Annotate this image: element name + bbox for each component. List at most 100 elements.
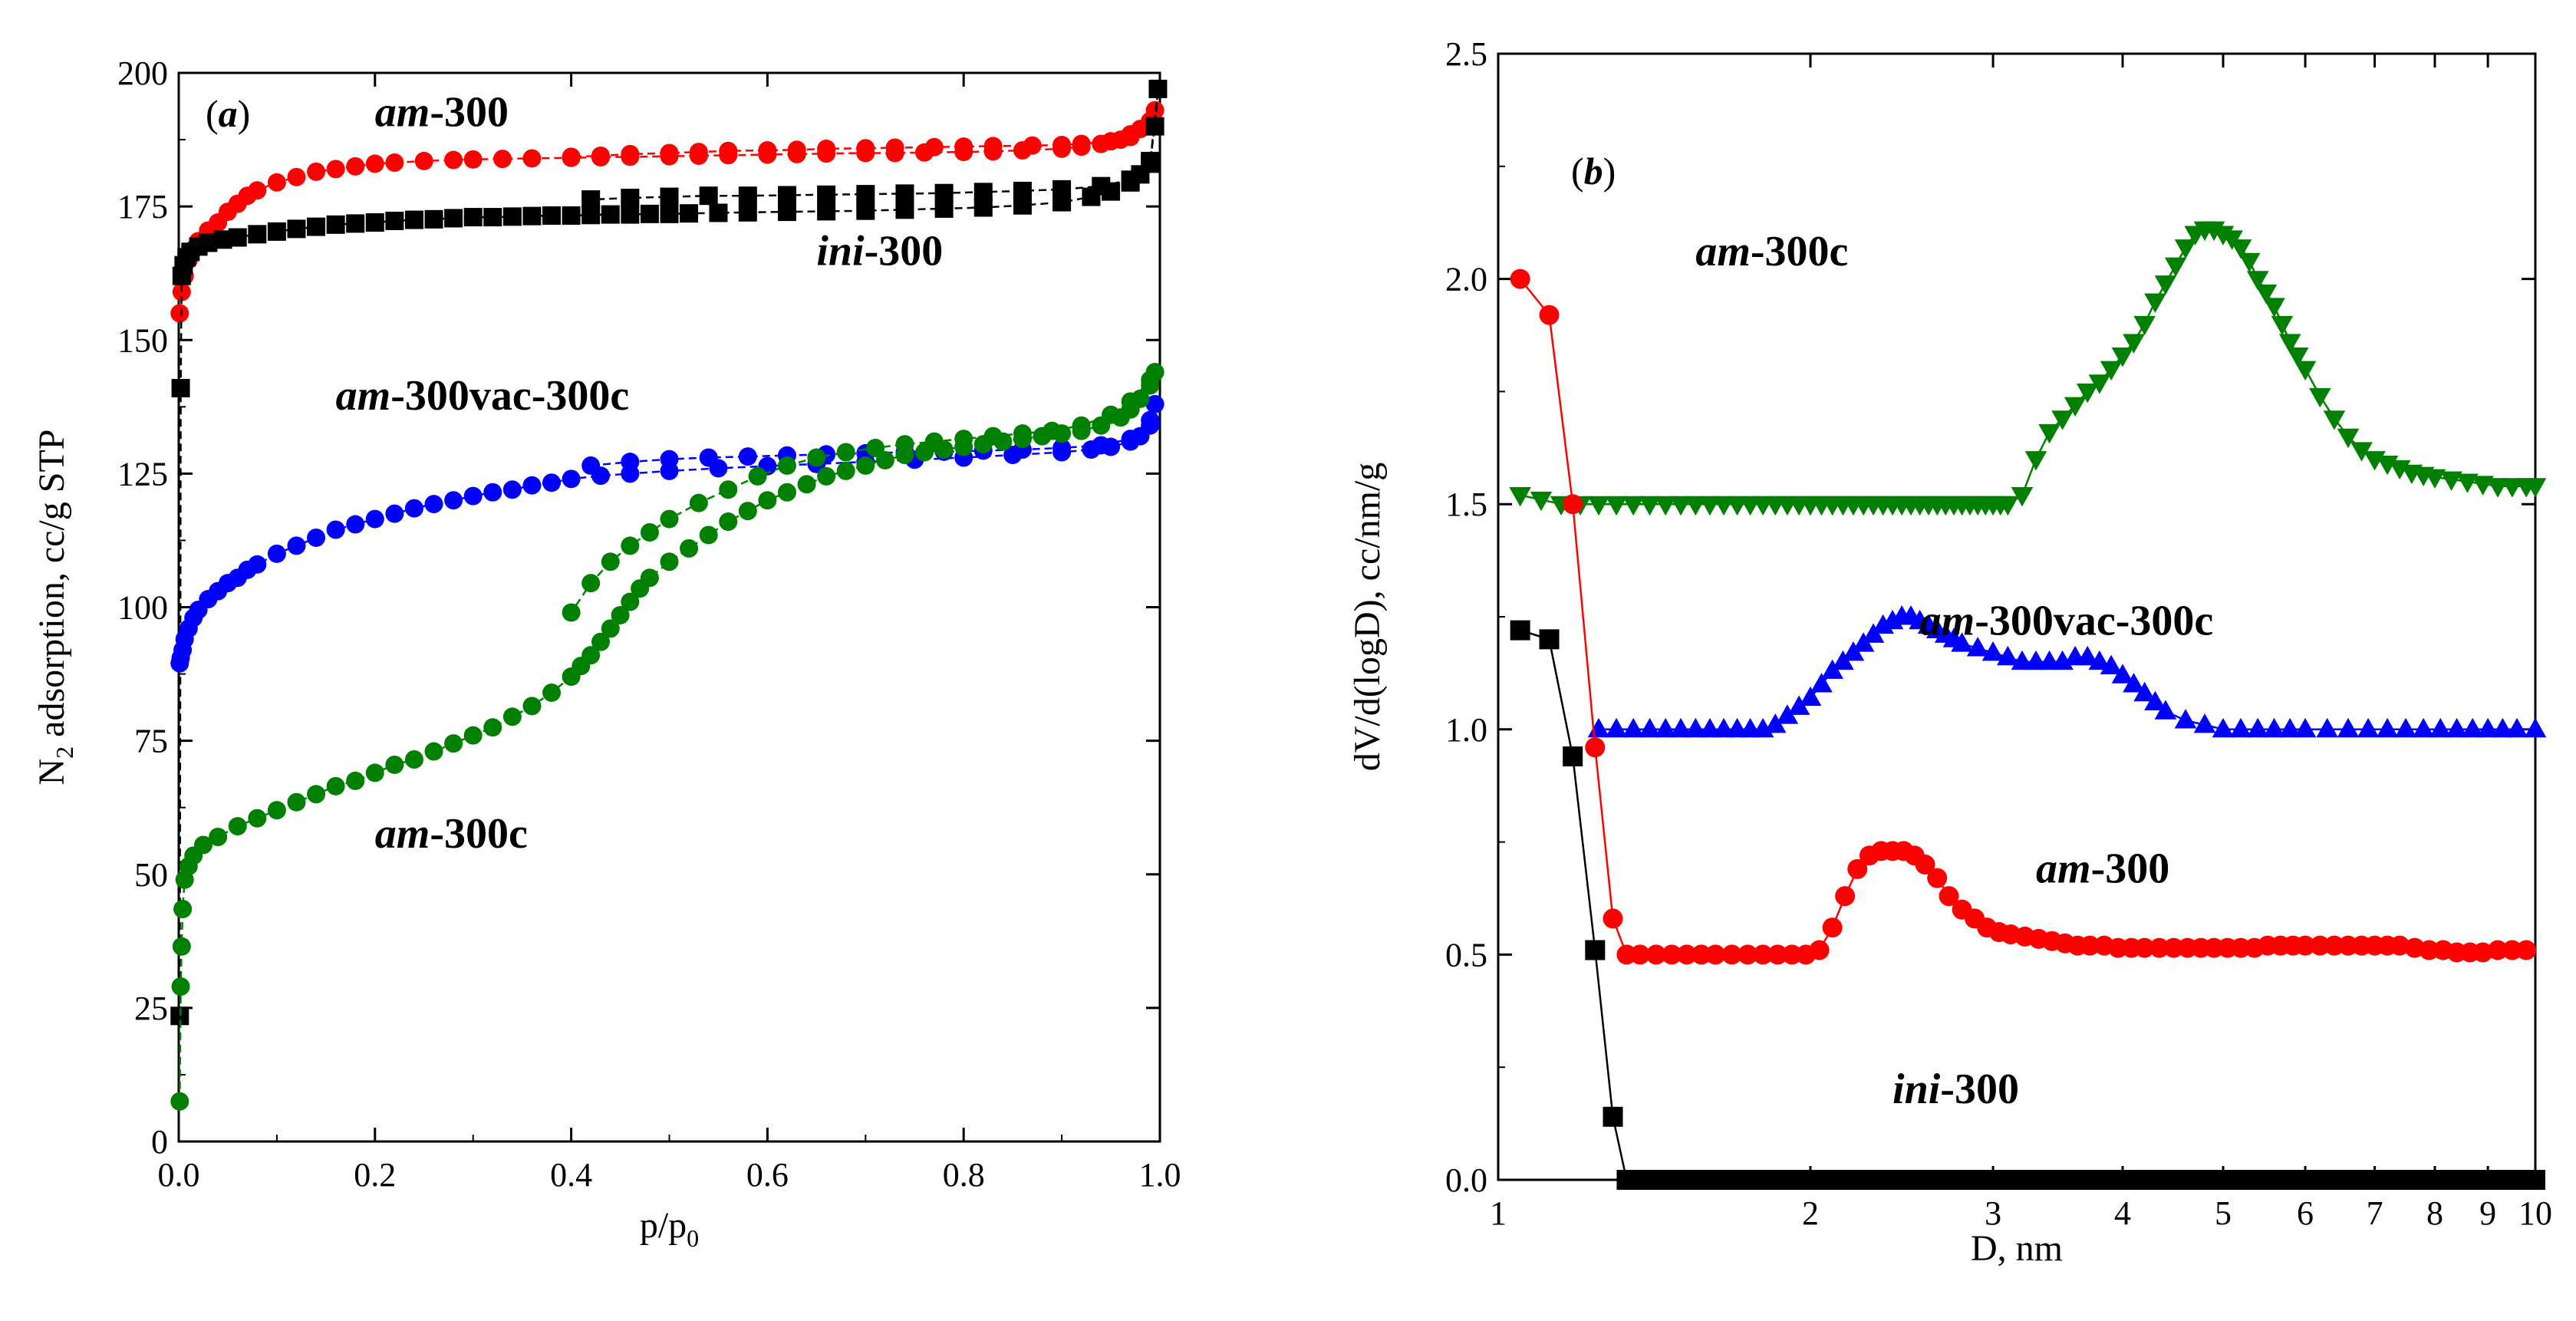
data-point [463, 726, 483, 745]
x-tick-label: 0.0 [158, 1156, 200, 1194]
data-point [738, 186, 757, 206]
data-point [424, 495, 443, 514]
x-tick-label: 9 [2479, 1194, 2496, 1232]
data-point [2525, 1170, 2545, 1190]
data-point [2278, 717, 2301, 738]
data-point [895, 200, 914, 219]
data-point [2193, 713, 2216, 733]
series-am-300c [170, 363, 1164, 1111]
data-point [1587, 496, 1610, 516]
y-tick-label: 150 [117, 321, 168, 359]
y-tick-label: 100 [117, 589, 168, 627]
data-point [1145, 394, 1164, 413]
data-point [307, 528, 326, 547]
data-point [172, 282, 191, 301]
data-point [797, 475, 816, 494]
data-point [346, 771, 365, 790]
data-point [1603, 908, 1623, 929]
data-point [660, 204, 679, 223]
data-point [2323, 410, 2346, 430]
data-point [621, 188, 640, 207]
series-annotation: am-300vac-300c [336, 372, 630, 420]
data-point [738, 447, 757, 466]
data-point [924, 137, 944, 156]
data-point [287, 536, 306, 555]
y-tick-label: 200 [117, 54, 168, 92]
data-point [2080, 935, 2100, 956]
data-point [1121, 392, 1140, 411]
data-point [1782, 944, 1803, 965]
data-point [2294, 361, 2317, 380]
data-point [493, 150, 512, 169]
data-point [1787, 695, 1810, 715]
data-point [2476, 717, 2499, 738]
x-tick-label: 1 [1490, 1194, 1507, 1232]
data-point [581, 574, 601, 593]
data-point [2502, 940, 2522, 960]
data-point [1509, 487, 1531, 507]
data-point [1605, 496, 1628, 516]
data-point [2134, 937, 2155, 958]
data-point [562, 206, 581, 225]
data-point [660, 552, 679, 572]
data-point [2446, 717, 2468, 738]
series-line [179, 88, 1159, 1016]
data-point [2231, 937, 2252, 958]
data-point [2412, 717, 2435, 738]
x-tick-label: 6 [2297, 1194, 2314, 1232]
data-point [640, 568, 659, 588]
data-point [522, 149, 542, 168]
x-tick-label: 8 [2426, 1194, 2443, 1232]
data-point [2174, 239, 2197, 259]
data-point [2472, 942, 2493, 963]
data-point [173, 900, 193, 919]
data-point [1645, 944, 1666, 965]
data-point [1738, 944, 1758, 965]
data-point [1585, 737, 1606, 758]
data-point [444, 150, 463, 170]
data-point [2144, 690, 2166, 710]
data-point [1148, 79, 1168, 98]
series-ini-300 [170, 79, 1168, 1026]
series-annotation: am-300c [1695, 228, 1848, 275]
data-point [2390, 935, 2410, 956]
data-point [2337, 428, 2360, 449]
data-point [1072, 416, 1091, 435]
data-point [170, 1092, 189, 1111]
series-am-300vac-300c [1587, 605, 2547, 738]
data-point [817, 202, 836, 221]
data-point [1639, 496, 1661, 516]
data-point [2357, 717, 2380, 738]
data-point [2440, 471, 2462, 491]
data-point [601, 205, 620, 224]
data-point [885, 138, 904, 157]
data-point [2486, 478, 2509, 498]
data-point [581, 190, 601, 209]
data-point [621, 592, 640, 611]
data-point [856, 185, 875, 204]
data-point [2076, 384, 2099, 404]
data-point [2064, 397, 2087, 417]
data-point [2255, 284, 2278, 305]
data-point [424, 209, 443, 229]
data-point [1822, 917, 1843, 938]
data-point [326, 160, 345, 179]
x-tick-label: 7 [2367, 1194, 2383, 1232]
data-point [522, 476, 542, 495]
data-point [1639, 717, 1661, 738]
data-point [777, 203, 796, 222]
data-point [2246, 271, 2269, 291]
y-tick-label: 1.5 [1445, 486, 1487, 523]
data-point [2423, 469, 2446, 489]
x-tick-label: 4 [2114, 1194, 2131, 1232]
data-point [1121, 430, 1140, 449]
data-point [2524, 478, 2547, 498]
data-point [502, 207, 522, 226]
data-point [1698, 717, 1721, 738]
data-point [1052, 136, 1072, 155]
data-point [172, 937, 191, 956]
data-point [2505, 717, 2528, 738]
data-point [2154, 700, 2177, 720]
data-point [660, 187, 679, 206]
